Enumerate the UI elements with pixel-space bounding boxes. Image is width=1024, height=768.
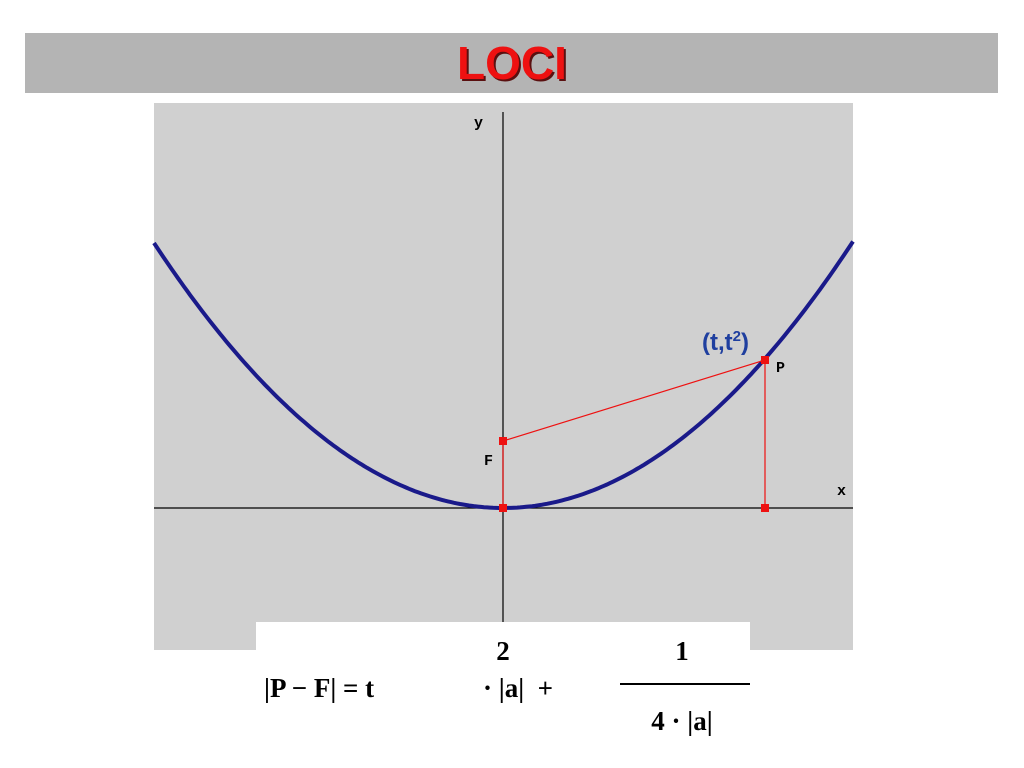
formula-middle: · |a| + xyxy=(483,673,553,703)
focus-label: F xyxy=(484,453,493,470)
p-point xyxy=(761,356,769,364)
y-axis-label: y xyxy=(474,115,483,132)
origin-point xyxy=(499,504,507,512)
formula-exponent: 2 xyxy=(496,636,510,666)
point-annotation: (t,t2) xyxy=(702,328,749,356)
title: LOCI xyxy=(457,37,567,89)
title-banner xyxy=(25,33,998,93)
title-shadow: LOCI xyxy=(459,39,569,91)
annotation-base: (t,t xyxy=(702,329,733,356)
formula-lhs: |P − F| = t xyxy=(264,673,374,703)
graph: y x F P (t,t2) xyxy=(152,103,855,650)
formula: |P − F| = t 2 · |a| + 1 4 · |a| xyxy=(256,622,750,736)
x-axis-label: x xyxy=(837,483,846,500)
foot-point xyxy=(761,504,769,512)
formula-background xyxy=(256,622,750,652)
annotation-sup: 2 xyxy=(733,328,741,345)
formula-numerator: 1 xyxy=(675,636,689,666)
focus-point xyxy=(499,437,507,445)
distance-segment xyxy=(502,359,766,442)
formula-denominator: 4 · |a| xyxy=(651,706,712,736)
annotation-close: ) xyxy=(741,329,749,356)
point-label: P xyxy=(776,360,785,377)
